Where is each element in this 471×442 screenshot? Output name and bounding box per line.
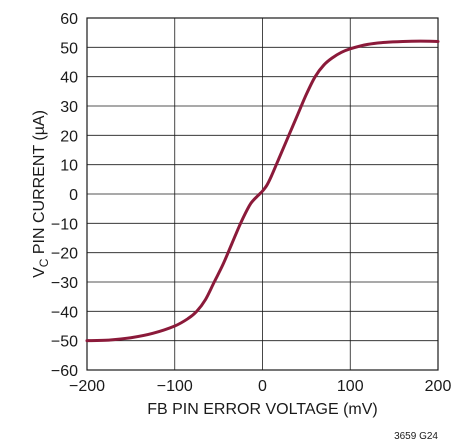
y-tick-label: −20: [51, 246, 78, 263]
y-tick-label: 40: [60, 70, 78, 87]
plot-area-border: [86, 17, 439, 371]
x-tick-label: −100: [157, 378, 193, 395]
y-tick-label: 60: [60, 11, 78, 28]
y-tick-label: 30: [60, 99, 78, 116]
y-axis-label: VC PIN CURRENT (µA): [31, 110, 51, 278]
y-tick-label: −10: [51, 216, 78, 233]
y-axis-label-suffix: PIN CURRENT (µA): [31, 110, 48, 258]
grid-lines: [86, 17, 439, 371]
x-tick-label: 0: [258, 378, 267, 395]
y-tick-label: −60: [51, 363, 78, 380]
figure-code: 3659 G24: [394, 431, 438, 442]
y-tick-label: −50: [51, 334, 78, 351]
y-tick-label: 50: [60, 40, 78, 57]
y-tick-label: −40: [51, 304, 78, 321]
series-layer: [85, 39, 440, 343]
x-axis-label: FB PIN ERROR VOLTAGE (mV): [147, 401, 378, 418]
x-tick-label: 200: [425, 378, 452, 395]
series-line: [85, 39, 440, 343]
x-tick-labels: −200 −100 0 100 200: [69, 378, 451, 395]
y-tick-label: 20: [60, 128, 78, 145]
y-tick-label: 0: [69, 187, 78, 204]
y-tick-labels: −60 −50 −40 −30 −20 −10 0 10 20 30 40 50 60: [51, 11, 78, 380]
y-tick-label: 10: [60, 158, 78, 175]
x-tick-label: 100: [337, 378, 364, 395]
y-axis-label-subscript: C: [37, 258, 51, 267]
y-tick-label: −30: [51, 275, 78, 292]
y-axis-label-prefix: V: [31, 267, 48, 278]
x-tick-label: −200: [69, 378, 105, 395]
